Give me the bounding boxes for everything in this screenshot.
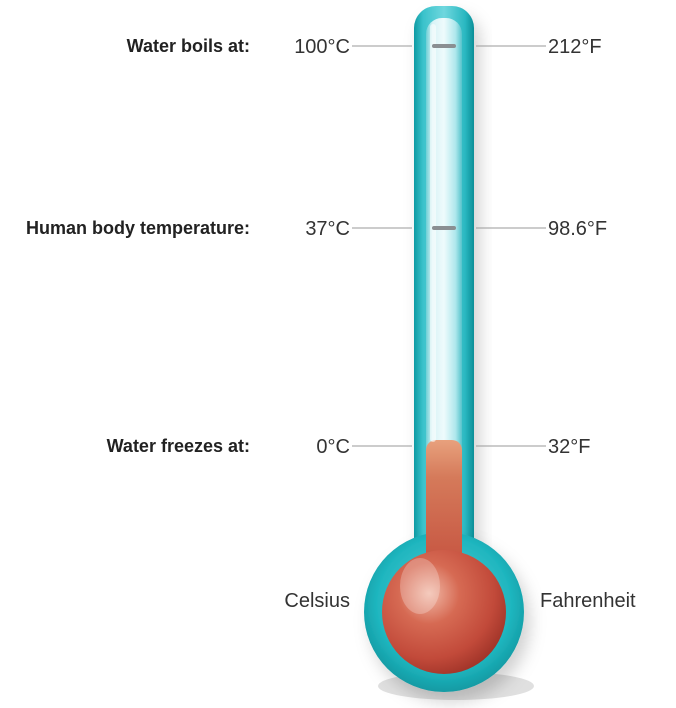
label-body: Human body temperature:	[0, 218, 250, 239]
tube-mark-boils	[432, 44, 456, 48]
axis-label-celsius: Celsius	[230, 590, 350, 613]
fahrenheit-body: 98.6°F	[548, 218, 607, 241]
fahrenheit-boils: 212°F	[548, 36, 602, 59]
bulb-highlight	[400, 558, 440, 614]
celsius-body: 37°C	[270, 218, 350, 241]
label-boils: Water boils at:	[10, 36, 250, 57]
celsius-freeze: 0°C	[270, 436, 350, 459]
fahrenheit-freeze: 32°F	[548, 436, 590, 459]
axis-label-fahrenheit: Fahrenheit	[540, 590, 636, 613]
bulb-liquid	[382, 550, 506, 674]
celsius-boils: 100°C	[270, 36, 350, 59]
label-freeze: Water freezes at:	[10, 436, 250, 457]
thermometer-diagram: Water boils at: 100°C 212°F Human body t…	[0, 0, 676, 708]
tube-highlight	[430, 24, 436, 442]
tube-mark-body	[432, 226, 456, 230]
